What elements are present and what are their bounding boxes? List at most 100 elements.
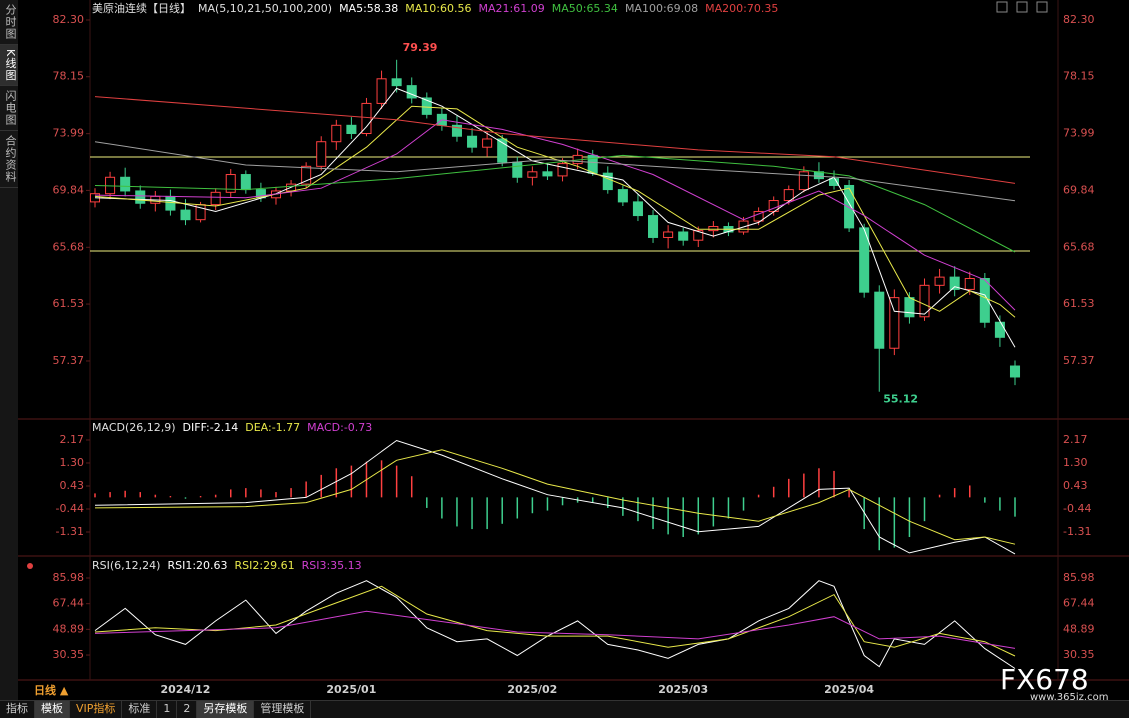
y-tick-label: 30.35 <box>53 648 85 661</box>
low-label: 55.12 <box>883 393 918 406</box>
window-icon[interactable] <box>996 1 1008 13</box>
y-tick-label: -0.44 <box>1063 502 1091 515</box>
candle-body <box>994 321 1005 338</box>
y-tick-label: 1.30 <box>1063 456 1088 469</box>
y-tick-label: 67.44 <box>53 597 85 610</box>
indicator-line <box>94 119 1016 311</box>
settings-dot[interactable] <box>27 563 33 569</box>
candle-body <box>331 124 342 143</box>
candle-body <box>904 297 915 318</box>
candle-body <box>874 291 885 349</box>
candle-body <box>165 195 176 211</box>
window-icon[interactable] <box>1016 1 1028 13</box>
y-tick-label: 48.89 <box>53 622 85 635</box>
chart-title: MACD(26,12,9) <box>92 421 176 434</box>
candle-body <box>828 178 840 186</box>
indicator-line <box>94 141 1016 202</box>
candle-body <box>346 124 357 135</box>
indicator-line <box>94 449 1016 545</box>
y-tick-label: 65.68 <box>1063 240 1095 253</box>
y-tick-label: 61.53 <box>53 297 85 310</box>
candle-body <box>542 171 553 177</box>
legend-entry: RSI3:35.13 <box>302 559 362 572</box>
candle-body <box>693 230 704 241</box>
candle-body <box>798 171 809 191</box>
window-icon[interactable] <box>1036 1 1048 13</box>
y-tick-label: 82.30 <box>1063 13 1095 26</box>
sidebar-tab[interactable]: 合约资料 <box>0 131 18 189</box>
toolbar-button[interactable]: 管理模板 <box>254 701 312 718</box>
toolbar-button[interactable]: 另存模板 <box>197 701 255 718</box>
candle-body <box>632 201 643 217</box>
legend-entry: MACD:-0.73 <box>307 421 372 434</box>
legend-entry: DIFF:-2.14 <box>183 421 239 434</box>
chart-title: 美原油连续【日线】 <box>92 1 191 15</box>
y-tick-label: 67.44 <box>1063 597 1095 610</box>
indicator-line <box>94 105 1016 318</box>
x-tick-label: 2025/04 <box>824 683 874 696</box>
toolbar-button[interactable]: VIP指标 <box>70 701 123 718</box>
y-tick-label: -0.44 <box>56 502 84 515</box>
candle-body <box>889 297 900 349</box>
candle-body <box>783 189 794 202</box>
candle-body <box>979 277 990 323</box>
y-tick-label: 0.43 <box>60 479 85 492</box>
y-tick-label: 48.89 <box>1063 622 1095 635</box>
candle-body <box>451 124 462 137</box>
y-tick-label: 85.98 <box>1063 571 1095 584</box>
toolbar-button[interactable]: 2 <box>177 701 198 718</box>
y-tick-label: 1.30 <box>60 456 85 469</box>
y-tick-label: 73.99 <box>1063 127 1095 140</box>
toolbar-button[interactable]: 模板 <box>35 701 70 718</box>
y-tick-label: 69.84 <box>1063 183 1095 196</box>
period-label[interactable]: 日线 ▲ <box>34 683 69 697</box>
y-tick-label: 78.15 <box>53 70 85 83</box>
candle-body <box>120 176 131 192</box>
toolbar-button[interactable]: 指标 <box>0 701 35 718</box>
candle-body <box>934 276 945 286</box>
candle-body <box>135 190 146 204</box>
candle-body <box>467 135 478 148</box>
candle-body <box>210 191 221 206</box>
candle-body <box>919 284 930 318</box>
candle-body <box>361 102 372 135</box>
candle-body <box>391 78 402 87</box>
candle-body <box>512 161 523 178</box>
candle-body <box>859 227 870 293</box>
legend-entry: MA5:58.38 <box>339 2 398 15</box>
sidebar: 分时图 K线图 闪电图 合约资料 <box>0 0 19 700</box>
candle-body <box>482 138 493 148</box>
candle-body <box>376 78 387 104</box>
y-tick-label: 2.17 <box>1063 433 1088 446</box>
candle-body <box>844 184 855 229</box>
legend-entry: MA50:65.34 <box>552 2 618 15</box>
y-tick-label: 69.84 <box>53 183 85 196</box>
candle-body <box>617 189 628 203</box>
sidebar-tab[interactable]: 闪电图 <box>0 86 18 132</box>
y-tick-label: 30.35 <box>1063 648 1095 661</box>
candle-body <box>316 141 327 167</box>
candle-body <box>225 174 236 193</box>
y-tick-label: 61.53 <box>1063 297 1095 310</box>
toolbar: 指标 模板 VIP指标 标准 1 2 另存模板 管理模板 <box>0 700 1129 718</box>
legend-entry: MA10:60.56 <box>405 2 471 15</box>
candle-body <box>648 215 659 238</box>
high-label: 79.39 <box>403 41 438 54</box>
legend-entry: MA21:61.09 <box>479 2 545 15</box>
y-tick-label: 57.37 <box>1063 354 1095 367</box>
chart-title: RSI(6,12,24) <box>92 559 160 572</box>
candle-body <box>753 210 764 222</box>
candle-body <box>964 277 975 290</box>
sidebar-tab[interactable]: 分时图 <box>0 0 18 45</box>
toolbar-button[interactable]: 1 <box>157 701 178 718</box>
x-tick-label: 2024/12 <box>161 683 211 696</box>
legend-entry: RSI1:20.63 <box>167 559 227 572</box>
legend-title: MA(5,10,21,50,100,200) <box>198 2 332 15</box>
indicator-line <box>94 96 1016 184</box>
candle-body <box>180 209 191 221</box>
sidebar-tab[interactable]: K线图 <box>0 45 18 87</box>
candle-body <box>557 163 568 177</box>
legend-entry: MA100:69.08 <box>625 2 698 15</box>
toolbar-button[interactable]: 标准 <box>122 701 158 718</box>
